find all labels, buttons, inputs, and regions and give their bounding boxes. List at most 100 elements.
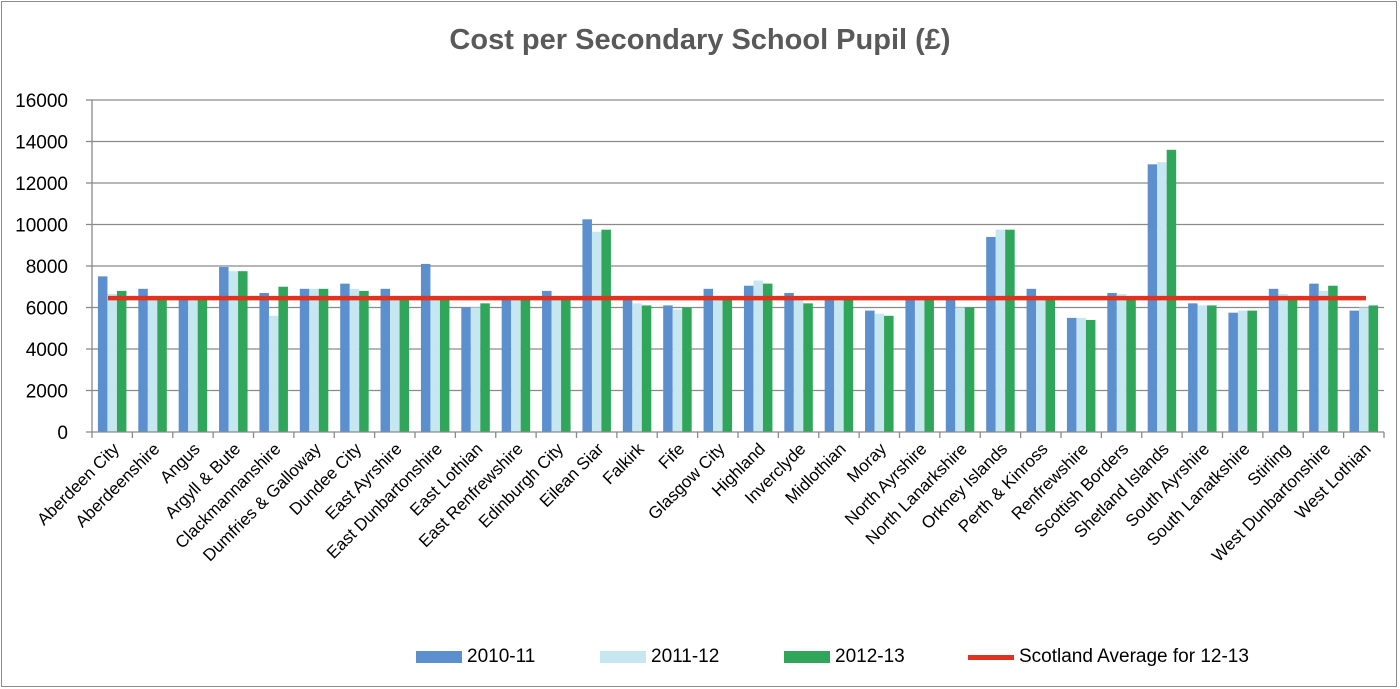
bar-2011-12-Aberdeenshire [147, 297, 158, 432]
bar-2011-12-Aberdeen City [107, 294, 117, 432]
bar-2012-13-Shetland Islands [1166, 149, 1177, 433]
bar-2010-11-Moray [865, 310, 875, 432]
y-tick-label: 4000 [26, 340, 68, 361]
bar-2011-12-Falkirk [632, 303, 642, 432]
bar-2012-13-Highland [762, 283, 773, 432]
bar-2010-11-Eilean Siar [582, 219, 592, 432]
bar-2012-13-East Ayrshire [399, 297, 410, 432]
legend-swatch-2011-12 [600, 651, 646, 663]
bar-2012-13-Stirling [1287, 297, 1298, 432]
bar-2010-11-South Lanatkshire [1228, 312, 1238, 432]
bar-2012-13-Argyll & Bute [238, 271, 248, 432]
x-tick-label: Fife [655, 439, 688, 472]
legend-label-2010-11: 2010-11 [467, 646, 536, 667]
y-tick-labels: 0 2000 4000 6000 8000 10000 12000 14000 16000 [15, 91, 68, 444]
bar-2011-12-East Ayrshire [390, 297, 400, 432]
bar-2012-13-Orkney Islands [1005, 229, 1015, 432]
bar-2012-13-Aberdeen City [116, 290, 127, 432]
bar-2012-13-Moray [884, 315, 894, 432]
bar-2012-13-Inverclyde [803, 303, 813, 432]
y-tick-label: 12000 [15, 174, 68, 195]
bar-2012-13-South Lanatkshire [1247, 310, 1257, 432]
bar-2011-12-Highland [753, 280, 763, 432]
bar-2010-11-Highland [743, 285, 754, 432]
bar-2011-12-Fife [672, 309, 683, 432]
bar-2010-11-Orkney Islands [986, 236, 996, 432]
y-tick-label: 0 [57, 423, 68, 444]
y-tick-label: 14000 [15, 133, 68, 154]
x-tick-label: Falkirk [599, 439, 648, 488]
bar-2012-13-North Lanarkshire [964, 307, 975, 432]
bar-2011-12-Edinburgh City [551, 299, 562, 432]
legend-swatch-2012-13 [784, 651, 830, 663]
bar-2010-11-Edinburgh City [542, 290, 552, 432]
bar-2011-12-South Lanatkshire [1237, 310, 1248, 432]
bar-2011-12-East Lothian [470, 307, 481, 432]
bar-2011-12-Glasgow City [713, 299, 723, 432]
legend-label-scotland-average: Scotland Average for 12-13 [1019, 646, 1249, 667]
bar-2011-12-Dumfries & Galloway [309, 288, 319, 432]
bar-2010-11-Midlothian [824, 299, 835, 432]
bar-2011-12-West Lothian [1359, 307, 1369, 432]
bar-2010-11-East Dunbartonshire [420, 263, 431, 432]
bar-2011-12-Moray [874, 313, 885, 432]
bar-2012-13-Scottish Borders [1126, 296, 1136, 432]
bar-2011-12-North Ayrshire [914, 298, 925, 432]
legend-label-2012-13: 2012-13 [835, 646, 905, 667]
bar-2011-12-North Lanarkshire [955, 307, 965, 432]
y-tick-label: 10000 [15, 216, 68, 237]
axes [91, 100, 1385, 438]
bar-2010-11-East Ayrshire [380, 288, 391, 432]
bar-2012-13-Glasgow City [722, 299, 733, 432]
legend-swatch-scotland-average [968, 654, 1014, 660]
bar-2012-13-Edinburgh City [561, 297, 571, 432]
bar-2012-13-East Lothian [480, 303, 490, 432]
bar-2010-11-Argyll & Bute [219, 267, 229, 432]
bar-2011-12-Orkney Islands [995, 229, 1006, 432]
chart-title: Cost per Secondary School Pupil (£) [449, 24, 951, 56]
bar-2012-13-East Dunbartonshire [439, 298, 450, 432]
bar-2010-11-East Lothian [461, 307, 471, 432]
y-tick-label: 8000 [26, 257, 68, 278]
y-tick-label: 16000 [15, 91, 68, 112]
y-tick-label: 2000 [26, 382, 68, 403]
bar-2012-13-Aberdeenshire [157, 297, 167, 432]
legend-item-2012-13: 2012-13 [784, 640, 905, 674]
legend-label-2011-12: 2011-12 [651, 646, 720, 667]
chart-plot: 0 2000 4000 6000 8000 10000 12000 14000 16000 Ab… [15, 91, 1385, 566]
bar-2010-11-Clackmannanshire [259, 292, 269, 432]
bar-2012-13-Clackmannanshire [278, 286, 288, 432]
bar-2010-11-South Ayrshire [1188, 303, 1198, 432]
bar-2011-12-Midlothian [834, 299, 844, 432]
bar-2012-13-Eilean Siar [601, 229, 611, 432]
legend-item-scotland-average: Scotland Average for 12-13 [968, 640, 1249, 674]
bar-2011-12-Argyll & Bute [228, 271, 239, 432]
bar-marks [97, 149, 1379, 433]
bar-2010-11-Dundee City [340, 283, 350, 432]
bar-2011-12-Angus [188, 299, 198, 432]
bar-2010-11-Dumfries & Galloway [299, 288, 310, 432]
bar-2011-12-Inverclyde [793, 299, 804, 432]
bar-2012-13-South Ayrshire [1207, 305, 1217, 432]
bar-2010-11-North Ayrshire [905, 298, 915, 432]
bar-2012-13-Dundee City [359, 290, 369, 432]
bar-2011-12-Renfrewshire [1076, 317, 1086, 432]
legend: 2010-11 2011-12 2012-13 Scotland Average… [0, 640, 1400, 674]
bar-2010-11-Aberdeen City [97, 276, 108, 432]
legend-swatch-2010-11 [416, 651, 462, 663]
bar-2010-11-Glasgow City [703, 288, 714, 432]
bar-2012-13-Dumfries & Galloway [318, 288, 329, 432]
bar-2010-11-Aberdeenshire [138, 288, 148, 432]
bar-2011-12-Perth & Kinross [1036, 298, 1046, 432]
bar-2012-13-North Ayrshire [924, 298, 934, 432]
bar-2010-11-Scottish Borders [1107, 292, 1117, 432]
bar-2012-13-Angus [197, 299, 208, 432]
bar-2010-11-Fife [663, 305, 673, 432]
bar-2010-11-West Lothian [1349, 310, 1360, 432]
bar-2012-13-Renfrewshire [1085, 319, 1096, 432]
bar-2010-11-Inverclyde [784, 292, 794, 432]
bar-2010-11-East Renfrewshire [501, 297, 512, 432]
bar-2010-11-Falkirk [622, 299, 633, 432]
bar-2011-12-West Dunbartonshire [1318, 290, 1329, 432]
